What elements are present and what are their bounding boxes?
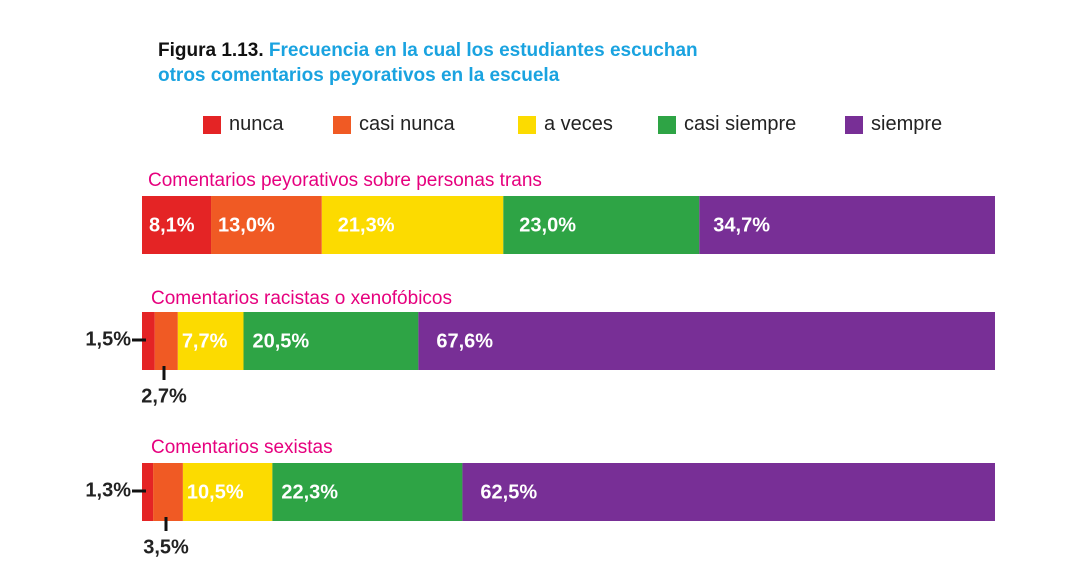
figure-title: Figura 1.13. Frecuencia en la cual los e… [158, 38, 698, 88]
category-label: Comentarios racistas o xenofóbicos [151, 288, 452, 309]
bar-segment-casi-siempre [503, 196, 700, 254]
data-label: 62,5% [480, 481, 537, 503]
bar-segment-casi-siempre [243, 312, 419, 370]
legend-label: siempre [871, 113, 943, 135]
category-label: Comentarios sexistas [151, 437, 333, 458]
legend-label: a veces [544, 113, 613, 135]
bar-segment-siempre [462, 463, 995, 521]
legend-swatch [333, 116, 351, 134]
bar-segment-siempre [418, 312, 995, 370]
figure-title-line1: Frecuencia en la cual los estudiantes es… [268, 40, 698, 61]
data-label: 8,1% [149, 214, 195, 236]
legend-swatch [845, 116, 863, 134]
data-label: 22,3% [281, 481, 338, 503]
data-label: 3,5% [143, 536, 189, 558]
bar-segment-casi-nunca [211, 196, 322, 254]
data-label: 21,3% [338, 214, 395, 236]
data-label: 34,7% [713, 214, 770, 236]
legend-label: nunca [229, 113, 284, 135]
bar-segment-a-veces [321, 196, 504, 254]
bar-segment-nunca [142, 312, 155, 370]
bar-segment-nunca [142, 463, 154, 521]
data-label: 13,0% [218, 214, 275, 236]
figure-number: Figura 1.13. [158, 40, 264, 61]
data-label: 67,6% [436, 330, 493, 352]
legend-label: casi siempre [684, 113, 797, 135]
data-label: 7,7% [182, 330, 228, 352]
bar-segment-a-veces [182, 463, 273, 521]
legend-swatch [658, 116, 676, 134]
data-label: 1,5% [85, 328, 131, 350]
legend-swatch [518, 116, 536, 134]
bar-segment-a-veces [177, 312, 244, 370]
bar-segment-siempre [699, 196, 995, 254]
data-label: 2,7% [141, 385, 187, 407]
legend-swatch [203, 116, 221, 134]
bar-segment-nunca [142, 196, 212, 254]
data-label: 10,5% [187, 481, 244, 503]
data-label: 20,5% [253, 330, 310, 352]
bar-segment-casi-siempre [272, 463, 463, 521]
data-label: 23,0% [519, 214, 576, 236]
category-label: Comentarios peyorativos sobre personas t… [148, 170, 542, 191]
figure-title-line2: otros comentarios peyorativos en la escu… [158, 65, 560, 86]
data-label: 1,3% [85, 479, 131, 501]
bar-segment-casi-nunca [153, 463, 183, 521]
legend-label: casi nunca [359, 113, 455, 135]
bar-segment-casi-nunca [154, 312, 178, 370]
